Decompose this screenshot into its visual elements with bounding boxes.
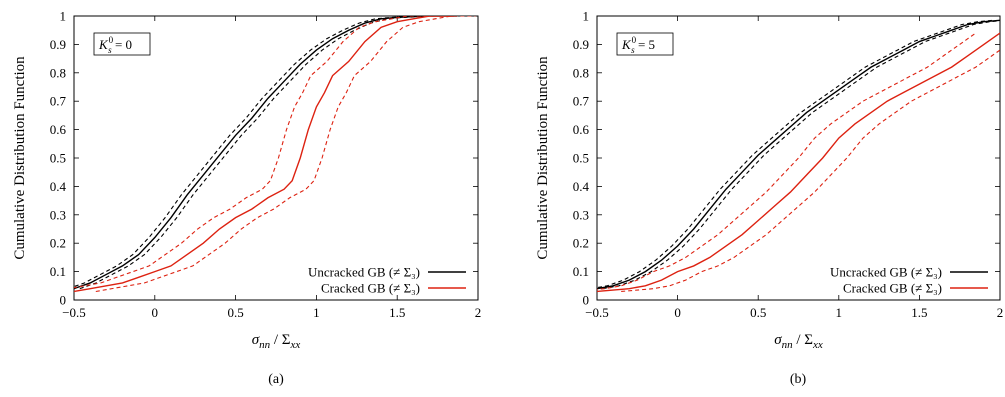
y-tick-label: 0.1 [50,264,66,279]
y-tick-label: 0.4 [50,179,67,194]
y-tick-label: 0 [60,293,67,308]
series-bound-left [573,33,976,291]
series-line [597,33,1000,291]
annotation-box: K0 s = 0 [94,33,150,55]
x-tick-label: 0.5 [750,305,766,320]
y-tick-label: 1 [583,9,590,24]
y-tick-label: 0.4 [573,179,590,194]
y-tick-label: 0.9 [573,37,589,52]
series-bound-right [621,33,1005,291]
series-line [74,16,457,289]
y-tick-label: 1 [60,9,67,24]
y-tick-label: 0 [583,293,590,308]
series-cracked [573,33,1005,291]
y-tick-label: 0.5 [50,151,66,166]
x-tick-label: 1 [313,305,320,320]
x-tick-label: 2 [475,305,482,320]
legend: Uncracked GB (≠ Σ₃)Cracked GB (≠ Σ₃) [830,265,988,296]
legend-label: Cracked GB (≠ Σ₃) [843,281,942,296]
x-tick-label: 2 [997,305,1004,320]
legend-label: Uncracked GB (≠ Σ₃) [830,265,942,280]
panel-caption: (a) [268,372,284,387]
x-axis-label: σnn / Σxx [252,332,301,351]
y-tick-label: 0.6 [573,122,590,137]
series-bound-left [52,16,432,291]
panel-caption: (b) [790,372,807,387]
y-tick-label: 0.3 [50,207,66,222]
y-tick-label: 0.3 [573,207,589,222]
chart-panel-a: −0.5 0 0.5 1 1.5 200.10.20.30.40.50.60.70.80.… [12,9,481,388]
y-tick-label: 0.1 [573,264,589,279]
x-tick-label: 1.5 [389,305,405,320]
legend-label: Cracked GB (≠ Σ₃) [321,281,420,296]
y-tick-label: 0.6 [50,122,67,137]
y-tick-label: 0.8 [573,65,589,80]
y-tick-label: 0.8 [50,65,66,80]
y-axis-label: Cumulative Distribution Function [535,56,551,260]
y-tick-label: 0.2 [50,236,66,251]
x-tick-label: 0 [152,305,159,320]
y-axis-label: Cumulative Distribution Function [12,56,28,260]
series-line [74,16,454,291]
legend: Uncracked GB (≠ Σ₃)Cracked GB (≠ Σ₃) [308,265,466,296]
x-tick-label: 0.5 [227,305,243,320]
chart-panel-b: −0.5 0 0.5 1 1.5 200.10.20.30.40.50.60.70.80.… [535,9,1005,388]
y-tick-label: 0.2 [573,236,589,251]
y-tick-label: 0.7 [50,94,67,109]
series-cracked [52,16,475,291]
x-tick-label: 1.5 [911,305,927,320]
curves [52,16,475,291]
y-tick-label: 0.9 [50,37,66,52]
y-tick-label: 0.5 [573,151,589,166]
annotation-box: K0 s = 5 [617,33,673,55]
series-bound-right [96,16,476,291]
series-bound-left [68,16,451,289]
x-tick-label: 0 [674,305,681,320]
x-tick-label: 1 [836,305,843,320]
series-bound-right [603,20,1005,288]
series-uncracked [68,16,463,289]
series-bound-left [591,20,994,288]
series-bound-right [80,16,463,289]
x-axis-label: σnn / Σxx [774,332,823,351]
y-tick-label: 0.7 [573,94,590,109]
legend-label: Uncracked GB (≠ Σ₃) [308,265,420,280]
curves [573,20,1005,291]
series-line [597,20,1000,288]
series-uncracked [591,20,1005,288]
